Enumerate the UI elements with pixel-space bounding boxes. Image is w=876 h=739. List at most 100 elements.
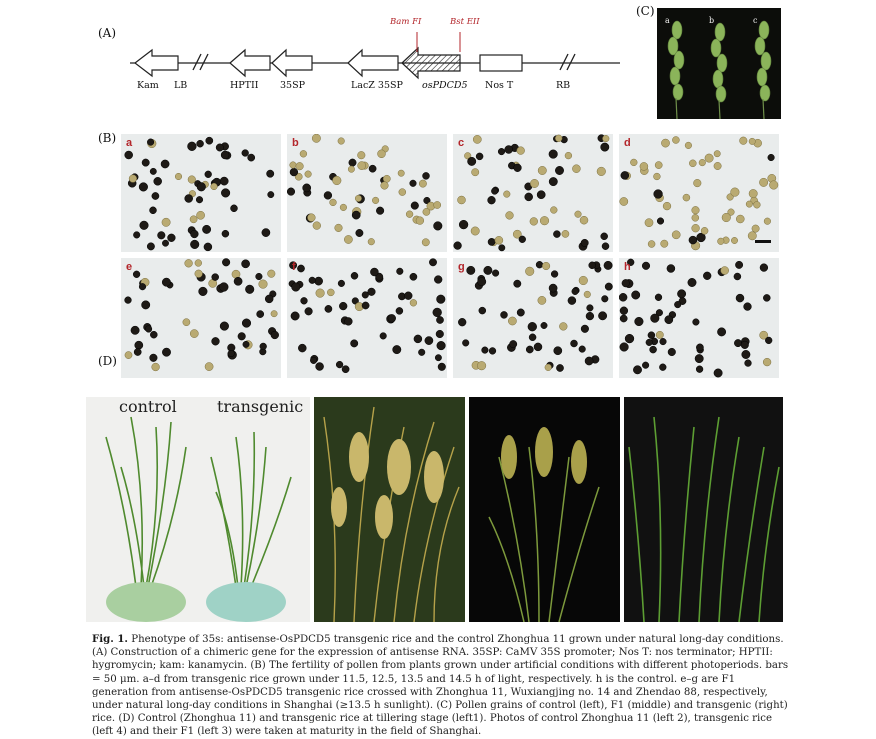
- pollen-grain: [585, 311, 595, 321]
- ospdcd5-arrow: [401, 46, 461, 80]
- pollen-grain: [396, 267, 404, 275]
- pollen-grain: [357, 161, 367, 170]
- pollen-grain: [344, 235, 353, 244]
- pollen-grain: [717, 327, 727, 337]
- pollen-grain: [424, 336, 434, 345]
- pollen-grain: [751, 224, 760, 233]
- spike-label-c: c: [753, 16, 758, 25]
- pollen-grain: [555, 166, 564, 175]
- pollen-grain: [713, 150, 721, 158]
- pollen-grain: [241, 149, 249, 157]
- pollen-grain: [634, 316, 644, 327]
- pollen-grain: [672, 136, 680, 144]
- pollen-grain: [544, 363, 552, 371]
- pollen-grain: [527, 322, 537, 332]
- pollen-grain: [392, 345, 402, 355]
- pollen-label-h: h: [624, 261, 631, 273]
- pollen-grain: [659, 338, 667, 346]
- pollen-grain: [720, 266, 729, 275]
- pollen-grain: [583, 290, 591, 298]
- pollen-grain: [578, 345, 586, 353]
- hptii-label: HPTII: [230, 80, 259, 91]
- pollen-label-b: b: [292, 137, 299, 149]
- pollen-grain: [124, 296, 132, 304]
- pollen-grain: [398, 188, 407, 196]
- pollen-grain: [327, 288, 335, 297]
- pollen-grain: [567, 296, 577, 305]
- pollen-grain: [488, 347, 497, 355]
- pollen-grain: [696, 343, 704, 352]
- spike-label-a: a: [665, 16, 670, 25]
- pollen-grain: [377, 149, 386, 159]
- pollen-grain: [436, 341, 446, 351]
- scale-bar: [755, 240, 771, 243]
- pollen-grain: [739, 136, 748, 145]
- pollen-grain: [600, 142, 610, 152]
- pollen-grain: [619, 197, 629, 206]
- pollen-grain: [434, 354, 442, 362]
- pollen-grain: [256, 310, 265, 318]
- pollen-grain: [518, 235, 526, 243]
- pollen-grain: [266, 169, 275, 178]
- gene-construct-diagram: Bam FI Bst EII Kam LB HPTII 35SP LacZ 35…: [120, 8, 640, 108]
- pollen-grain: [621, 279, 630, 288]
- pollen-grain: [472, 135, 482, 144]
- pollen-grain: [167, 233, 176, 242]
- pollen-grain: [691, 224, 700, 233]
- pollen-grain: [548, 283, 558, 293]
- pollen-grain: [433, 201, 442, 209]
- pollen-grain: [688, 235, 698, 245]
- pollen-grain: [513, 163, 522, 172]
- pollen-grain: [481, 346, 489, 354]
- pollen-grain: [404, 291, 413, 300]
- pollen-grain: [382, 174, 391, 183]
- pollen-grain: [512, 229, 522, 239]
- pollen-grain: [509, 340, 518, 349]
- pollen-grain: [308, 276, 316, 284]
- pollen-photo-e: e: [121, 258, 281, 378]
- pollen-grain: [630, 158, 638, 167]
- pollen-grain: [124, 150, 133, 160]
- pollen-grain: [556, 364, 564, 372]
- pollen-grain: [261, 228, 271, 237]
- pollen-grain: [124, 351, 133, 359]
- pollen-grain: [649, 345, 657, 354]
- pollen-grain: [194, 259, 202, 267]
- pollen-grain: [314, 276, 323, 286]
- pollen-grain: [161, 277, 171, 287]
- pollen-grain: [458, 318, 467, 327]
- pollen-grain: [437, 362, 446, 371]
- pollen-grain: [367, 287, 376, 296]
- pollen-grain: [458, 219, 469, 230]
- pollen-grain: [222, 258, 231, 267]
- pollen-grain: [196, 139, 204, 148]
- pollen-grain: [641, 261, 651, 270]
- pollen-grain: [530, 179, 539, 188]
- pollen-grain: [736, 214, 745, 224]
- pollen-grain: [237, 332, 246, 341]
- pollen-grain: [255, 272, 263, 281]
- pollen-grain: [580, 324, 589, 333]
- pollen-grain: [524, 192, 533, 202]
- pollen-grain: [161, 217, 171, 227]
- pollen-grain: [535, 261, 544, 269]
- pollen-grain: [187, 175, 196, 184]
- pollen-grain: [620, 171, 630, 180]
- pollen-grain: [642, 361, 650, 369]
- pollen-grain: [694, 354, 704, 364]
- pollen-grain: [639, 162, 649, 171]
- pollen-grain: [548, 177, 558, 187]
- pollen-grain: [241, 318, 252, 328]
- pollen-grain: [497, 148, 506, 156]
- pollen-photo-b: b: [287, 134, 447, 252]
- pollen-grain: [540, 322, 548, 329]
- pollen-grain: [713, 368, 723, 378]
- pollen-grain: [570, 339, 578, 348]
- pollen-grain: [204, 170, 212, 178]
- pollen-photo-f: f: [287, 258, 447, 378]
- pollen-grain: [498, 244, 506, 252]
- pollen-grain: [413, 334, 423, 344]
- pollen-grain: [487, 196, 496, 205]
- pollen-grain: [289, 167, 299, 177]
- pollen-grain: [508, 316, 517, 326]
